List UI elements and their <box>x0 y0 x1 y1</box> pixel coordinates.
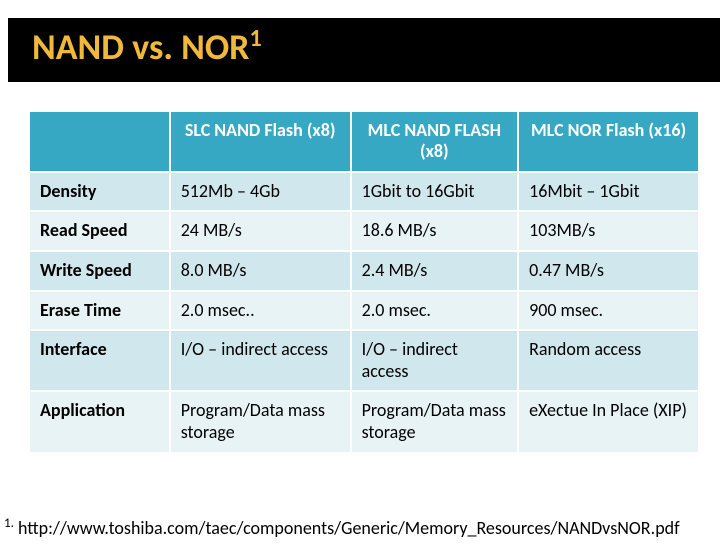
table-cell: Program/Data mass storage <box>170 391 351 452</box>
slide-title: NAND vs. NOR1 <box>8 18 720 82</box>
table-row: ApplicationProgram/Data mass storageProg… <box>29 391 699 452</box>
table-cell: 2.0 msec.. <box>170 291 351 331</box>
table-row: Write Speed8.0 MB/s2.4 MB/s0.47 MB/s <box>29 251 699 291</box>
table-body: Density512Mb – 4Gb1Gbit to 16Gbit16Mbit … <box>29 172 699 453</box>
table-cell: 8.0 MB/s <box>170 251 351 291</box>
comparison-table: SLC NAND Flash (x8)MLC NAND FLASH (x8)ML… <box>28 110 700 454</box>
title-text: NAND vs. NOR <box>32 25 249 69</box>
table-cell: 18.6 MB/s <box>351 211 519 251</box>
row-header: Density <box>29 172 170 212</box>
table-cell: 2.0 msec. <box>351 291 519 331</box>
header-row: SLC NAND Flash (x8)MLC NAND FLASH (x8)ML… <box>29 111 699 172</box>
comparison-table-container: SLC NAND Flash (x8)MLC NAND FLASH (x8)ML… <box>28 110 700 454</box>
table-cell: I/O – indirect access <box>351 330 519 391</box>
table-row: Read Speed24 MB/s18.6 MB/s103MB/s <box>29 211 699 251</box>
row-header: Write Speed <box>29 251 170 291</box>
table-cell: 512Mb – 4Gb <box>170 172 351 212</box>
table-row: Erase Time2.0 msec..2.0 msec.900 msec. <box>29 291 699 331</box>
footnote: 1. http://www.toshiba.com/taec/component… <box>4 516 680 540</box>
table-cell: eXectue In Place (XIP) <box>518 391 699 452</box>
footnote-text: http://www.toshiba.com/taec/components/G… <box>14 517 680 539</box>
table-cell: 16Mbit – 1Gbit <box>518 172 699 212</box>
table-cell: 24 MB/s <box>170 211 351 251</box>
title-superscript: 1 <box>249 24 261 53</box>
table-cell: 900 msec. <box>518 291 699 331</box>
table-cell: 0.47 MB/s <box>518 251 699 291</box>
header-corner <box>29 111 170 172</box>
column-header: MLC NOR Flash (x16) <box>518 111 699 172</box>
row-header: Application <box>29 391 170 452</box>
slide: NAND vs. NOR1 SLC NAND Flash (x8)MLC NAN… <box>0 0 728 546</box>
row-header: Interface <box>29 330 170 391</box>
column-header: SLC NAND Flash (x8) <box>170 111 351 172</box>
table-head: SLC NAND Flash (x8)MLC NAND FLASH (x8)ML… <box>29 111 699 172</box>
table-row: Density512Mb – 4Gb1Gbit to 16Gbit16Mbit … <box>29 172 699 212</box>
table-cell: 1Gbit to 16Gbit <box>351 172 519 212</box>
row-header: Erase Time <box>29 291 170 331</box>
table-row: InterfaceI/O – indirect accessI/O – indi… <box>29 330 699 391</box>
table-cell: Program/Data mass storage <box>351 391 519 452</box>
row-header: Read Speed <box>29 211 170 251</box>
column-header: MLC NAND FLASH (x8) <box>351 111 519 172</box>
table-cell: 2.4 MB/s <box>351 251 519 291</box>
table-cell: I/O – indirect access <box>170 330 351 391</box>
table-cell: Random access <box>518 330 699 391</box>
table-cell: 103MB/s <box>518 211 699 251</box>
footnote-superscript: 1. <box>4 516 14 531</box>
